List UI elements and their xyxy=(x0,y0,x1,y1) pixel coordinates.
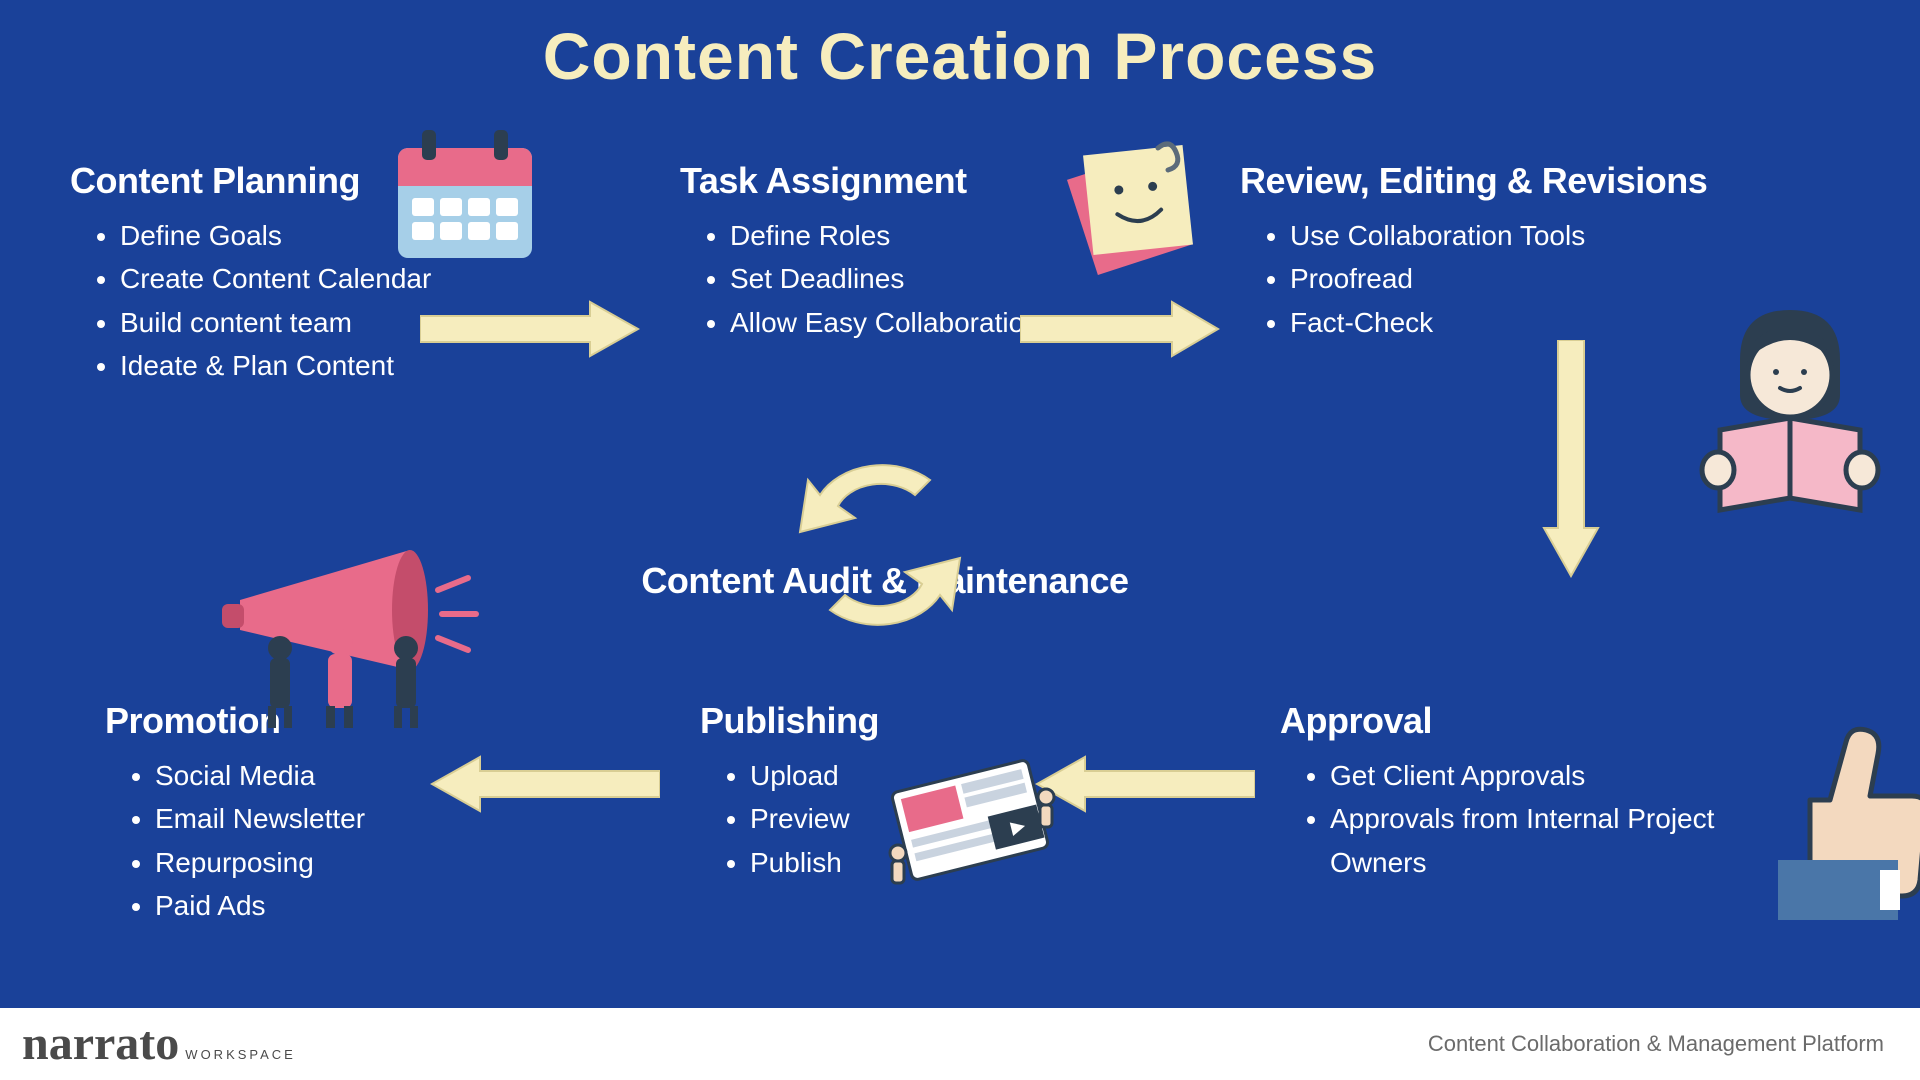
list-item: Proofread xyxy=(1290,257,1780,300)
list-task: Define Roles Set Deadlines Allow Easy Co… xyxy=(680,214,1060,344)
list-item: Repurposing xyxy=(155,841,505,884)
list-item: Allow Easy Collaboration xyxy=(730,301,1060,344)
sticky-note-icon xyxy=(1050,120,1220,290)
page-title: Content Creation Process xyxy=(0,18,1920,94)
heading-review: Review, Editing & Revisions xyxy=(1240,160,1780,202)
heading-task: Task Assignment xyxy=(680,160,1060,202)
heading-approval: Approval xyxy=(1280,700,1750,742)
infographic-canvas: Content Creation Process Content Plannin… xyxy=(0,0,1920,1080)
megaphone-icon xyxy=(210,530,500,730)
section-approval: Approval Get Client Approvals Approvals … xyxy=(1280,700,1750,884)
publishing-icon xyxy=(870,735,1070,905)
section-task: Task Assignment Define Roles Set Deadlin… xyxy=(680,160,1060,344)
list-approval: Get Client Approvals Approvals from Inte… xyxy=(1280,754,1750,884)
list-item: Paid Ads xyxy=(155,884,505,927)
footer-tagline: Content Collaboration & Management Platf… xyxy=(1428,1031,1884,1057)
logo-sub: WORKSPACE xyxy=(185,1047,296,1062)
list-item: Approvals from Internal Project Owners xyxy=(1330,797,1750,884)
list-item: Set Deadlines xyxy=(730,257,1060,300)
list-item: Use Collaboration Tools xyxy=(1290,214,1780,257)
logo: narrato WORKSPACE xyxy=(22,1020,296,1068)
arrow-1-icon xyxy=(420,300,640,358)
calendar-icon xyxy=(380,110,550,280)
arrow-5-icon xyxy=(430,755,660,813)
section-promotion: Promotion Social Media Email Newsletter … xyxy=(105,700,505,928)
footer: narrato WORKSPACE Content Collaboration … xyxy=(0,1008,1920,1080)
arrow-3-icon xyxy=(1542,340,1600,578)
thumbs-up-icon xyxy=(1750,720,1920,920)
logo-main: narrato xyxy=(22,1020,179,1068)
arrow-2-icon xyxy=(1020,300,1220,358)
reader-icon xyxy=(1680,300,1900,530)
list-item: Define Roles xyxy=(730,214,1060,257)
cycle-arrows-icon xyxy=(780,440,980,650)
list-item: Get Client Approvals xyxy=(1330,754,1750,797)
